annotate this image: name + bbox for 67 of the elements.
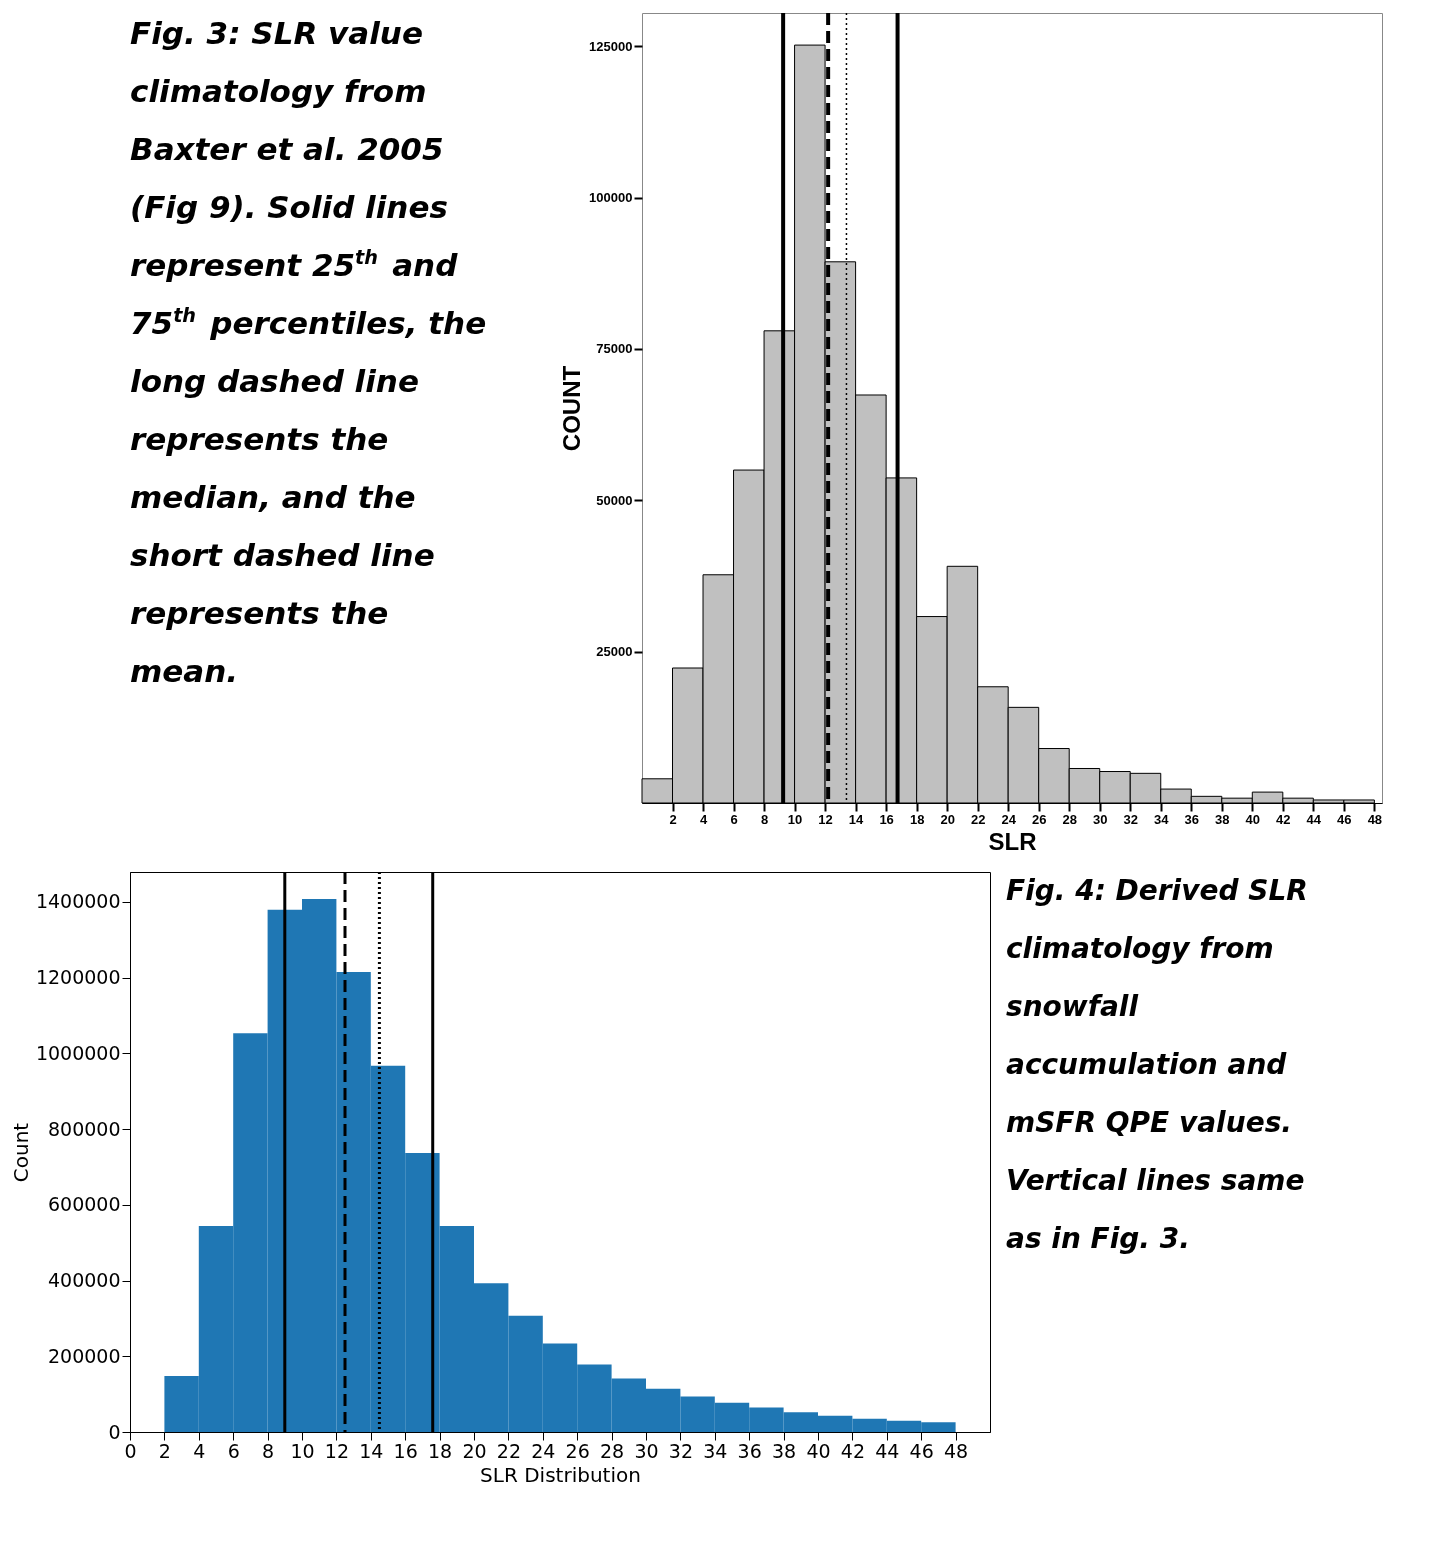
x-tick-label: 22 — [496, 1439, 521, 1462]
x-tick-label: 8 — [262, 1439, 275, 1462]
y-tick-label: 75000 — [596, 341, 633, 357]
x-tick-label: 16 — [879, 811, 894, 827]
x-tick-label: 10 — [290, 1439, 315, 1462]
x-tick-label: 2 — [669, 811, 677, 827]
x-tick-label: 6 — [730, 811, 738, 827]
y-tick-label: 0 — [108, 1420, 121, 1443]
x-tick-label: 42 — [840, 1439, 865, 1462]
x-tick-label: 38 — [772, 1439, 797, 1462]
x-tick-label: 22 — [970, 811, 986, 827]
x-tick-label: 16 — [393, 1439, 418, 1462]
x-axis-title: SLR — [988, 827, 1037, 855]
y-axis-title: Count — [8, 1122, 33, 1183]
x-tick-label: 4 — [193, 1439, 206, 1462]
y-tick-label: 400000 — [47, 1269, 121, 1292]
x-tick-label: 24 — [1001, 811, 1017, 827]
y-tick-label: 100000 — [589, 190, 633, 206]
x-tick-label: 34 — [703, 1439, 728, 1462]
x-tick-label: 2 — [158, 1439, 171, 1462]
y-tick-label: 800000 — [47, 1117, 121, 1140]
x-tick-label: 6 — [227, 1439, 240, 1462]
x-tick-label: 46 — [1337, 811, 1352, 827]
x-axis-title: SLR Distribution — [480, 1462, 641, 1487]
x-tick-label: 18 — [428, 1439, 453, 1462]
x-tick-label: 32 — [668, 1439, 693, 1462]
x-tick-label: 34 — [1154, 811, 1170, 827]
x-tick-label: 44 — [875, 1439, 900, 1462]
caption: Fig. 4: Derived SLR climatology from snowfall accumulation and mSFR QPE values. Vertical lines same as in Fig. 3. — [1006, 874, 1308, 1255]
x-tick-label: 36 — [1184, 811, 1200, 827]
x-tick-label: 28 — [600, 1439, 625, 1462]
y-tick-label: 125000 — [589, 38, 633, 54]
x-tick-label: 0 — [124, 1439, 137, 1462]
x-tick-label: 12 — [818, 811, 833, 827]
x-tick-label: 14 — [359, 1439, 384, 1462]
x-tick-label: 18 — [909, 811, 925, 827]
x-tick-label: 30 — [634, 1439, 659, 1462]
x-tick-label: 24 — [531, 1439, 556, 1462]
y-tick-label: 600000 — [47, 1193, 121, 1216]
x-tick-label: 36 — [737, 1439, 762, 1462]
x-tick-label: 28 — [1062, 811, 1077, 827]
x-tick-label: 10 — [787, 811, 803, 827]
x-tick-label: 20 — [940, 811, 955, 827]
x-tick-label: 48 — [1367, 811, 1383, 827]
x-tick-label: 14 — [848, 811, 865, 827]
x-tick-label: 32 — [1123, 811, 1138, 827]
x-tick-label: 30 — [1093, 811, 1108, 827]
x-tick-label: 4 — [699, 811, 708, 827]
x-tick-label: 40 — [806, 1439, 831, 1462]
x-tick-label: 8 — [760, 811, 769, 827]
x-tick-label: 38 — [1215, 811, 1230, 827]
y-tick-label: 200000 — [47, 1344, 121, 1367]
y-tick-label: 1000000 — [35, 1041, 121, 1064]
y-tick-label: 25000 — [596, 644, 633, 660]
x-tick-label: 26 — [565, 1439, 590, 1462]
x-tick-label: 26 — [1031, 811, 1047, 827]
x-tick-label: 20 — [462, 1439, 487, 1462]
x-tick-label: 42 — [1276, 811, 1291, 827]
x-tick-label: 46 — [909, 1439, 934, 1462]
y-tick-label: 1400000 — [35, 890, 121, 913]
x-tick-label: 40 — [1245, 811, 1261, 827]
x-tick-label: 12 — [324, 1439, 349, 1462]
y-tick-label: 50000 — [596, 492, 633, 508]
x-tick-label: 44 — [1306, 811, 1322, 827]
y-tick-label: 1200000 — [35, 966, 121, 989]
x-tick-label: 48 — [944, 1439, 969, 1462]
y-axis-title: COUNT — [558, 365, 586, 452]
